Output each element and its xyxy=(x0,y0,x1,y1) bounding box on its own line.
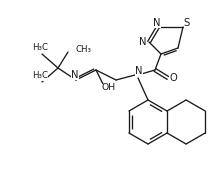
Text: H₃C: H₃C xyxy=(32,44,48,52)
Text: N: N xyxy=(153,18,161,28)
Text: S: S xyxy=(184,18,190,28)
Text: N: N xyxy=(71,70,79,80)
Text: O: O xyxy=(169,73,177,83)
Text: N: N xyxy=(135,66,143,76)
Text: OH: OH xyxy=(102,83,116,93)
Text: CH₃: CH₃ xyxy=(76,45,92,55)
Text: H₃C: H₃C xyxy=(32,71,48,81)
Text: N: N xyxy=(139,37,147,47)
